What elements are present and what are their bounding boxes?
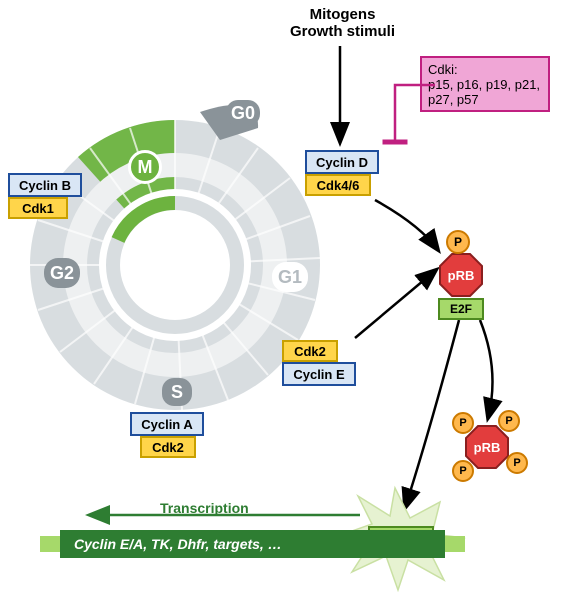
wheel-group [30,105,320,410]
cyclin-b-box: Cyclin B [8,173,82,197]
transcription-label: Transcription [160,500,249,516]
cyclin-d-box: Cyclin D [305,150,379,174]
phosphate-2a: P [452,412,474,434]
e2f-box: E2F [438,298,484,320]
phase-g0-pill: G0 [226,100,260,126]
cyclin-a-box: Cyclin A [130,412,204,436]
arrow-cyclinD-prb [375,200,438,250]
phosphate-1: P [446,230,470,254]
arrow-e2f-release [405,320,459,508]
cdk1-box: Cdk1 [8,197,68,219]
phase-m: M [138,157,153,178]
arrow-cyclinE-prb [355,270,436,338]
phase-g0: G0 [231,103,255,124]
phase-g2-pill: G2 [44,258,80,288]
transcription-bar: Cyclin E/A, TK, Dhfr, targets, … [60,530,445,558]
cdk2-e-box: Cdk2 [282,340,338,362]
bar-flank-left [40,536,60,552]
transcription-targets: Cyclin E/A, TK, Dhfr, targets, … [74,536,282,552]
phase-g1: G1 [278,267,302,288]
phosphate-2b: P [498,410,520,432]
phosphate-2d: P [452,460,474,482]
phosphate-2c: P [506,452,528,474]
phase-s: S [171,382,183,403]
cdk46-box: Cdk4/6 [305,174,371,196]
cyclin-e-box: Cyclin E [282,362,356,386]
prb-complex-1: pRB [438,252,484,298]
prb1-label: pRB [438,252,484,298]
phase-s-pill: S [162,378,192,406]
arrow-cdki-inhibit [395,85,435,142]
phase-g2: G2 [50,263,74,284]
arrow-prb-hyperprb [480,320,493,418]
diagram-svg [0,0,575,599]
cdk2-a-box: Cdk2 [140,436,196,458]
phase-g1-pill: G1 [272,262,308,292]
phase-m-circle: M [128,150,162,184]
bar-flank-right [445,536,465,552]
